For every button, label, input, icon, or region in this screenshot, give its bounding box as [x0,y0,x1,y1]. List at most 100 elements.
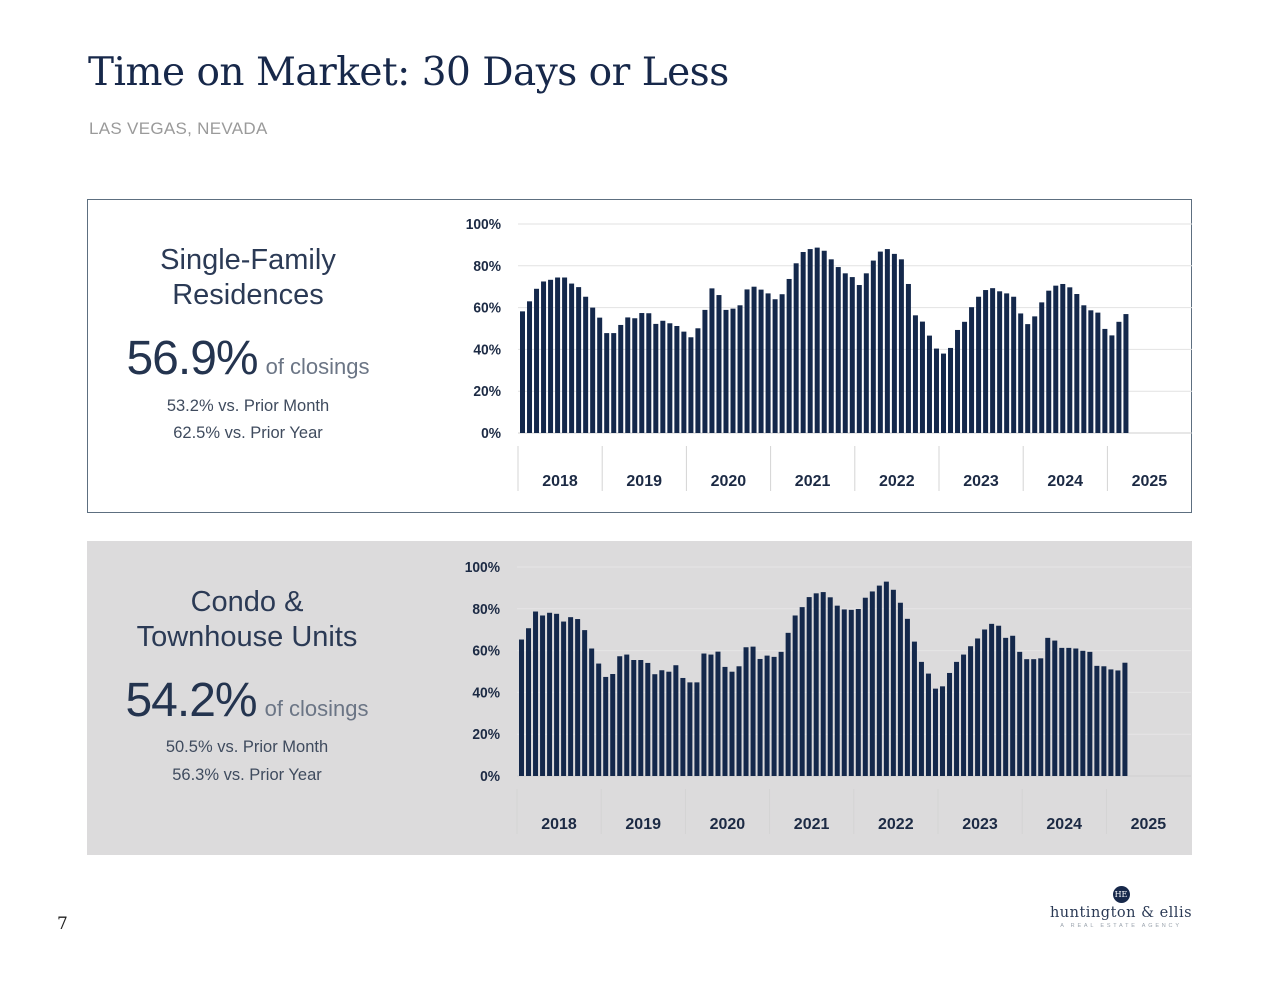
bar [694,682,700,776]
y-tick-label: 0% [481,426,501,443]
x-year-label: 2020 [711,473,747,490]
bar [730,308,736,433]
bar [1109,335,1115,433]
x-year-label: 2020 [710,816,746,833]
bar [1080,650,1086,776]
bar [652,674,658,776]
x-year-label: 2021 [795,473,831,490]
bar [925,673,931,776]
bar [1116,321,1122,433]
bar [660,320,666,433]
bar [918,661,924,776]
bar [527,301,533,433]
bar [519,639,524,776]
bar [575,619,581,776]
bar [976,296,982,433]
bar [1003,637,1009,776]
bar [932,688,938,776]
bar [862,597,868,776]
bar [583,296,589,433]
bar [779,294,785,433]
bar [604,333,610,433]
bar [799,607,805,776]
bar [948,347,954,433]
bar [911,641,917,776]
bar [820,592,826,776]
bar [568,617,574,776]
prior-year-comparison: 62.5% vs. Prior Year [173,424,323,442]
bar [1010,635,1016,776]
bar [841,609,847,776]
bar [982,629,988,776]
bar [555,277,561,433]
bar [708,654,714,776]
panel-title-line2: Residences [172,279,324,311]
bar [1094,665,1100,776]
bar [800,252,806,433]
single-family-card: Single-Family Residences 56.9% of closing… [87,199,1192,513]
bar [876,585,882,776]
page-title: Time on Market: 30 Days or Less [88,50,729,95]
bar [814,247,820,433]
bar [548,279,554,433]
y-tick-label: 20% [473,384,501,401]
bar [877,251,883,433]
bar [1059,647,1065,776]
bar [891,253,897,433]
y-tick-label: 0% [480,769,500,786]
x-year-label: 2022 [879,473,915,490]
bar [589,648,595,776]
bar [590,307,596,433]
bar [1087,651,1093,776]
prior-month-comparison: 50.5% vs. Prior Month [165,738,329,756]
bar [793,263,799,433]
y-tick-label: 60% [472,643,500,660]
company-logo: HE huntington & ellis A REAL ESTATE AGEN… [1046,886,1196,929]
bar [681,331,687,433]
bar [611,333,617,433]
bar [904,618,910,776]
page-subtitle: LAS VEGAS, NEVADA [89,119,268,138]
bar [618,324,624,433]
bar [632,318,638,433]
bar [1046,290,1052,433]
bar [653,323,659,433]
bar [849,277,855,433]
bar [547,612,553,776]
bar [540,615,546,776]
bar [772,299,778,433]
value-unit: of closings [265,354,370,379]
condo-summary: Condo & Townhouse Units 54.2% of closings… [87,541,407,855]
bar [625,317,631,433]
bar [842,273,848,433]
bar [722,666,728,776]
bar [646,313,652,433]
current-percent: 54.2% [125,674,257,727]
bar [898,259,904,433]
x-year-label: 2019 [625,816,661,833]
bar [855,609,861,776]
x-year-label: 2018 [541,816,577,833]
bar [576,287,582,433]
bar [1024,659,1030,776]
y-tick-label: 100% [466,217,501,234]
bar [631,660,637,776]
bar [1053,285,1059,433]
bar [757,658,763,776]
bar [702,309,708,433]
bar [674,325,680,433]
bar [569,283,575,433]
bar [709,288,715,433]
x-year-label: 2025 [1132,473,1168,490]
bar [639,313,645,433]
bar [744,289,750,433]
bar [534,288,540,433]
y-tick-label: 40% [472,685,500,702]
bar [947,672,953,776]
bar [688,337,694,433]
bar [562,277,568,433]
bar [990,288,996,433]
page-number: 7 [57,914,68,934]
bar [1032,316,1038,433]
y-tick-label: 100% [465,560,500,577]
